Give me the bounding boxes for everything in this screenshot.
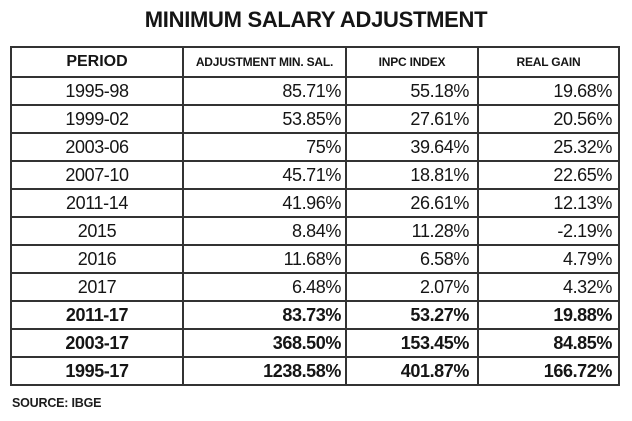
value-cell: 11.28% bbox=[345, 216, 479, 246]
table-row: 2017 6.48% 2.07% 4.32% bbox=[10, 272, 620, 302]
value-cell: 41.96% bbox=[182, 188, 347, 218]
value-cell: 75% bbox=[182, 132, 347, 162]
value-cell: 25.32% bbox=[477, 132, 620, 162]
column-header: PERIOD bbox=[10, 46, 184, 78]
period-cell: 1999-02 bbox=[10, 104, 184, 134]
source-label: SOURCE: IBGE bbox=[12, 396, 102, 410]
period-cell: 2016 bbox=[10, 244, 184, 274]
table-row: 2011-14 41.96% 26.61% 12.13% bbox=[10, 188, 620, 218]
value-cell: 22.65% bbox=[477, 160, 620, 190]
column-header: INPC INDEX bbox=[345, 46, 479, 78]
table-row: 2015 8.84% 11.28% -2.19% bbox=[10, 216, 620, 246]
table-row: 1999-02 53.85% 27.61% 20.56% bbox=[10, 104, 620, 134]
table-body: 1995-98 85.71% 55.18% 19.68% 1999-02 53.85% 27… bbox=[10, 76, 620, 386]
period-cell: 2015 bbox=[10, 216, 184, 246]
value-cell: 1238.58% bbox=[182, 356, 347, 386]
value-cell: 401.87% bbox=[345, 356, 479, 386]
value-cell: 85.71% bbox=[182, 76, 347, 106]
value-cell: 19.68% bbox=[477, 76, 620, 106]
value-cell: 84.85% bbox=[477, 328, 620, 358]
table-row: 2007-10 45.71% 18.81% 22.65% bbox=[10, 160, 620, 190]
value-cell: 2.07% bbox=[345, 272, 479, 302]
value-cell: 26.61% bbox=[345, 188, 479, 218]
value-cell: 11.68% bbox=[182, 244, 347, 274]
value-cell: 4.32% bbox=[477, 272, 620, 302]
table-row: 2016 11.68% 6.58% 4.79% bbox=[10, 244, 620, 274]
value-cell: 153.45% bbox=[345, 328, 479, 358]
value-cell: 368.50% bbox=[182, 328, 347, 358]
value-cell: 6.48% bbox=[182, 272, 347, 302]
value-cell: 19.88% bbox=[477, 300, 620, 330]
value-cell: 45.71% bbox=[182, 160, 347, 190]
value-cell: 166.72% bbox=[477, 356, 620, 386]
period-cell: 2003-06 bbox=[10, 132, 184, 162]
period-cell: 2011-14 bbox=[10, 188, 184, 218]
period-cell: 2007-10 bbox=[10, 160, 184, 190]
table-row: 2003-06 75% 39.64% 25.32% bbox=[10, 132, 620, 162]
value-cell: 55.18% bbox=[345, 76, 479, 106]
value-cell: 12.13% bbox=[477, 188, 620, 218]
value-cell: 6.58% bbox=[345, 244, 479, 274]
value-cell: 53.85% bbox=[182, 104, 347, 134]
page-title: MINIMUM SALARY ADJUSTMENT bbox=[144, 7, 488, 32]
table-row: 1995-98 85.71% 55.18% 19.68% bbox=[10, 76, 620, 106]
column-header: ADJUSTMENT MIN. SAL. bbox=[182, 46, 347, 78]
table-row: 1995-17 1238.58% 401.87% 166.72% bbox=[10, 356, 620, 386]
table-header-row: PERIOD ADJUSTMENT MIN. SAL. INPC INDEX REAL… bbox=[10, 46, 620, 78]
period-cell: 2003-17 bbox=[10, 328, 184, 358]
value-cell: -2.19% bbox=[477, 216, 620, 246]
period-cell: 2011-17 bbox=[10, 300, 184, 330]
period-cell: 1995-98 bbox=[10, 76, 184, 106]
value-cell: 53.27% bbox=[345, 300, 479, 330]
value-cell: 4.79% bbox=[477, 244, 620, 274]
value-cell: 20.56% bbox=[477, 104, 620, 134]
column-header: REAL GAIN bbox=[477, 46, 620, 78]
table-row: 2011-17 83.73% 53.27% 19.88% bbox=[10, 300, 620, 330]
table-row: 2003-17 368.50% 153.45% 84.85% bbox=[10, 328, 620, 358]
value-cell: 18.81% bbox=[345, 160, 479, 190]
period-cell: 1995-17 bbox=[10, 356, 184, 386]
salary-adjustment-table: PERIOD ADJUSTMENT MIN. SAL. INPC INDEX REAL… bbox=[10, 46, 620, 386]
period-cell: 2017 bbox=[10, 272, 184, 302]
value-cell: 83.73% bbox=[182, 300, 347, 330]
value-cell: 39.64% bbox=[345, 132, 479, 162]
value-cell: 8.84% bbox=[182, 216, 347, 246]
value-cell: 27.61% bbox=[345, 104, 479, 134]
